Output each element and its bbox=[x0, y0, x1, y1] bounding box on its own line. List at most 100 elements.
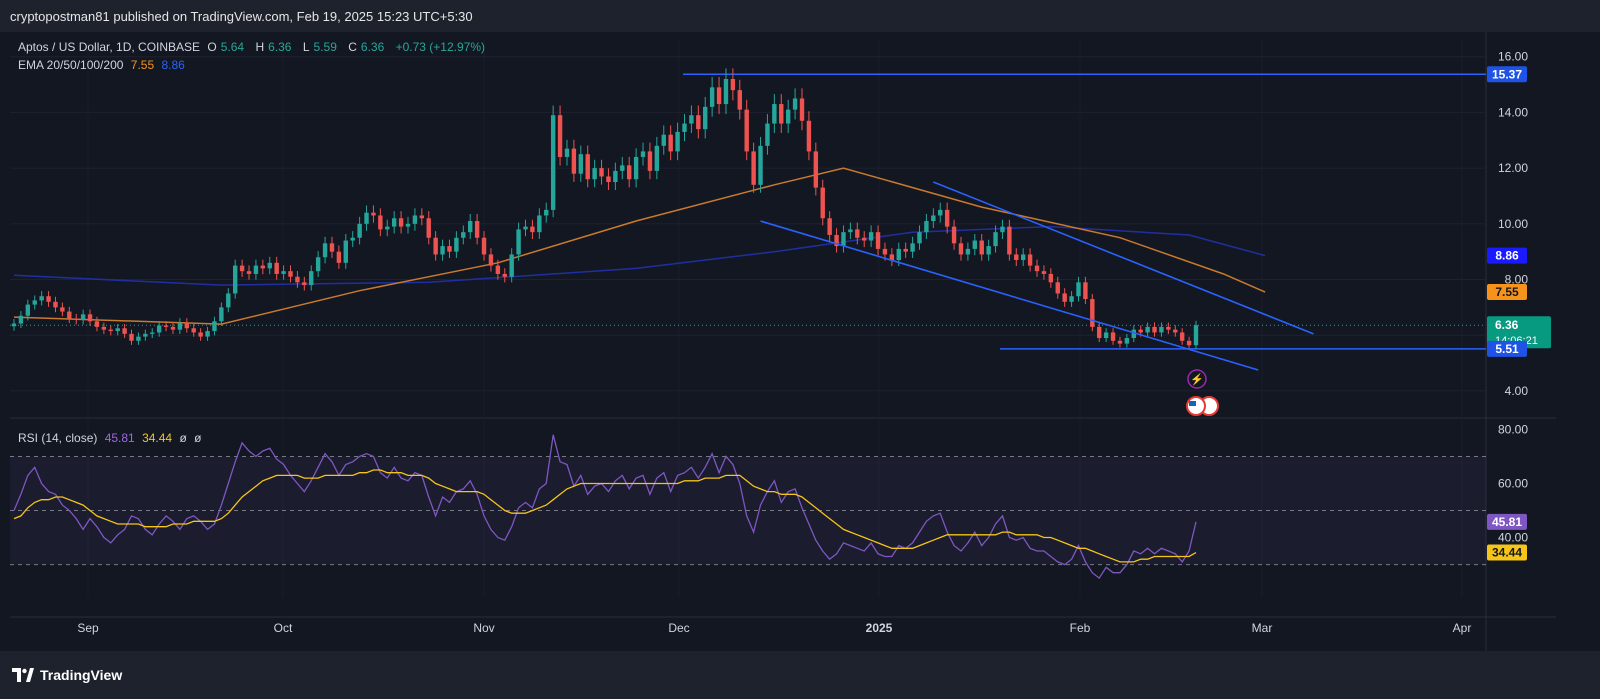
candle[interactable] bbox=[1034, 259, 1040, 277]
candle[interactable] bbox=[67, 306, 72, 324]
candle[interactable] bbox=[1117, 336, 1123, 348]
rsi-line[interactable] bbox=[13, 434, 1197, 580]
candle[interactable] bbox=[302, 276, 307, 291]
candle[interactable] bbox=[364, 205, 369, 231]
candle[interactable] bbox=[74, 313, 79, 325]
candle[interactable] bbox=[523, 219, 528, 237]
candle[interactable] bbox=[60, 302, 65, 317]
candle[interactable] bbox=[1159, 322, 1164, 337]
candle[interactable] bbox=[530, 219, 535, 239]
candle[interactable] bbox=[281, 265, 286, 280]
candle[interactable] bbox=[315, 251, 321, 277]
candle[interactable] bbox=[212, 316, 217, 336]
candle[interactable] bbox=[156, 321, 162, 337]
price-pane[interactable]: ⚡ bbox=[10, 68, 1486, 416]
candle[interactable] bbox=[1062, 288, 1067, 307]
candle[interactable] bbox=[924, 214, 929, 239]
event-markers[interactable]: ⚡ bbox=[1186, 369, 1219, 416]
candle[interactable] bbox=[108, 325, 113, 336]
candle[interactable] bbox=[585, 145, 590, 188]
candle[interactable] bbox=[689, 105, 694, 134]
candle[interactable] bbox=[889, 248, 895, 267]
candle[interactable] bbox=[309, 265, 314, 291]
candle[interactable] bbox=[1145, 322, 1150, 337]
candle[interactable] bbox=[779, 94, 784, 134]
candle[interactable] bbox=[993, 225, 998, 253]
candle[interactable] bbox=[398, 211, 404, 234]
candle[interactable] bbox=[1014, 248, 1019, 267]
ema-legend[interactable]: EMA 20/50/100/200 7.55 8.86 bbox=[18, 58, 189, 72]
candle[interactable] bbox=[87, 309, 93, 326]
candle[interactable] bbox=[640, 142, 646, 166]
candle[interactable] bbox=[709, 76, 715, 117]
candle[interactable] bbox=[633, 148, 639, 188]
candle[interactable] bbox=[1166, 322, 1171, 334]
candle[interactable] bbox=[785, 99, 791, 134]
candle[interactable] bbox=[827, 211, 832, 242]
candle[interactable] bbox=[170, 322, 176, 334]
candle[interactable] bbox=[495, 259, 501, 280]
candle[interactable] bbox=[509, 248, 514, 283]
candle[interactable] bbox=[1041, 265, 1047, 280]
candle[interactable] bbox=[1055, 276, 1060, 299]
candle[interactable] bbox=[578, 145, 584, 182]
candle[interactable] bbox=[239, 259, 245, 277]
candle[interactable] bbox=[820, 179, 825, 226]
candle[interactable] bbox=[163, 321, 169, 332]
candle[interactable] bbox=[461, 225, 466, 245]
candle[interactable] bbox=[405, 216, 411, 234]
candle[interactable] bbox=[46, 291, 51, 307]
candle[interactable] bbox=[723, 68, 729, 115]
candle[interactable] bbox=[53, 296, 58, 313]
candle[interactable] bbox=[1103, 328, 1109, 343]
candle[interactable] bbox=[11, 319, 17, 331]
rsi-legend[interactable]: RSI (14, close) 45.81 34.44 ø ø bbox=[18, 431, 205, 445]
candle[interactable] bbox=[101, 322, 107, 334]
candle[interactable] bbox=[751, 142, 756, 193]
candle[interactable] bbox=[481, 231, 487, 261]
candle[interactable] bbox=[765, 114, 770, 155]
candle[interactable] bbox=[792, 88, 798, 120]
candle[interactable] bbox=[799, 88, 805, 131]
candle[interactable] bbox=[620, 156, 625, 180]
candle[interactable] bbox=[1020, 248, 1026, 267]
candle[interactable] bbox=[468, 214, 473, 239]
candle[interactable] bbox=[426, 211, 431, 245]
candle[interactable] bbox=[1110, 328, 1116, 345]
candle[interactable] bbox=[903, 242, 908, 258]
candle[interactable] bbox=[25, 299, 31, 321]
candle[interactable] bbox=[834, 228, 839, 253]
rsi-pane[interactable] bbox=[10, 434, 1486, 580]
candle[interactable] bbox=[378, 208, 383, 237]
candle[interactable] bbox=[772, 94, 777, 134]
upper-trendline[interactable] bbox=[933, 181, 1314, 335]
candle[interactable] bbox=[537, 208, 542, 239]
candle[interactable] bbox=[129, 329, 134, 345]
candle[interactable] bbox=[385, 219, 390, 237]
candle[interactable] bbox=[350, 231, 355, 248]
candle[interactable] bbox=[246, 265, 252, 280]
candle[interactable] bbox=[412, 208, 418, 231]
candle[interactable] bbox=[868, 225, 874, 248]
candle[interactable] bbox=[979, 233, 984, 261]
candle[interactable] bbox=[813, 142, 819, 196]
candle[interactable] bbox=[1083, 276, 1088, 305]
candle[interactable] bbox=[1000, 219, 1005, 239]
candle[interactable] bbox=[1124, 333, 1130, 348]
candle[interactable] bbox=[205, 326, 210, 341]
candle[interactable] bbox=[184, 318, 190, 333]
candle[interactable] bbox=[944, 202, 950, 234]
candle[interactable] bbox=[1173, 325, 1178, 337]
candle[interactable] bbox=[1152, 322, 1157, 337]
candle[interactable] bbox=[958, 236, 964, 261]
candle[interactable] bbox=[329, 236, 335, 258]
candle[interactable] bbox=[115, 323, 120, 336]
candle[interactable] bbox=[564, 139, 570, 166]
candle[interactable] bbox=[343, 233, 348, 269]
candle[interactable] bbox=[1097, 322, 1102, 343]
candle[interactable] bbox=[191, 323, 196, 337]
candle[interactable] bbox=[544, 202, 549, 223]
candle[interactable] bbox=[474, 214, 480, 245]
candle[interactable] bbox=[661, 125, 666, 155]
ema-200-line[interactable] bbox=[13, 225, 1266, 286]
